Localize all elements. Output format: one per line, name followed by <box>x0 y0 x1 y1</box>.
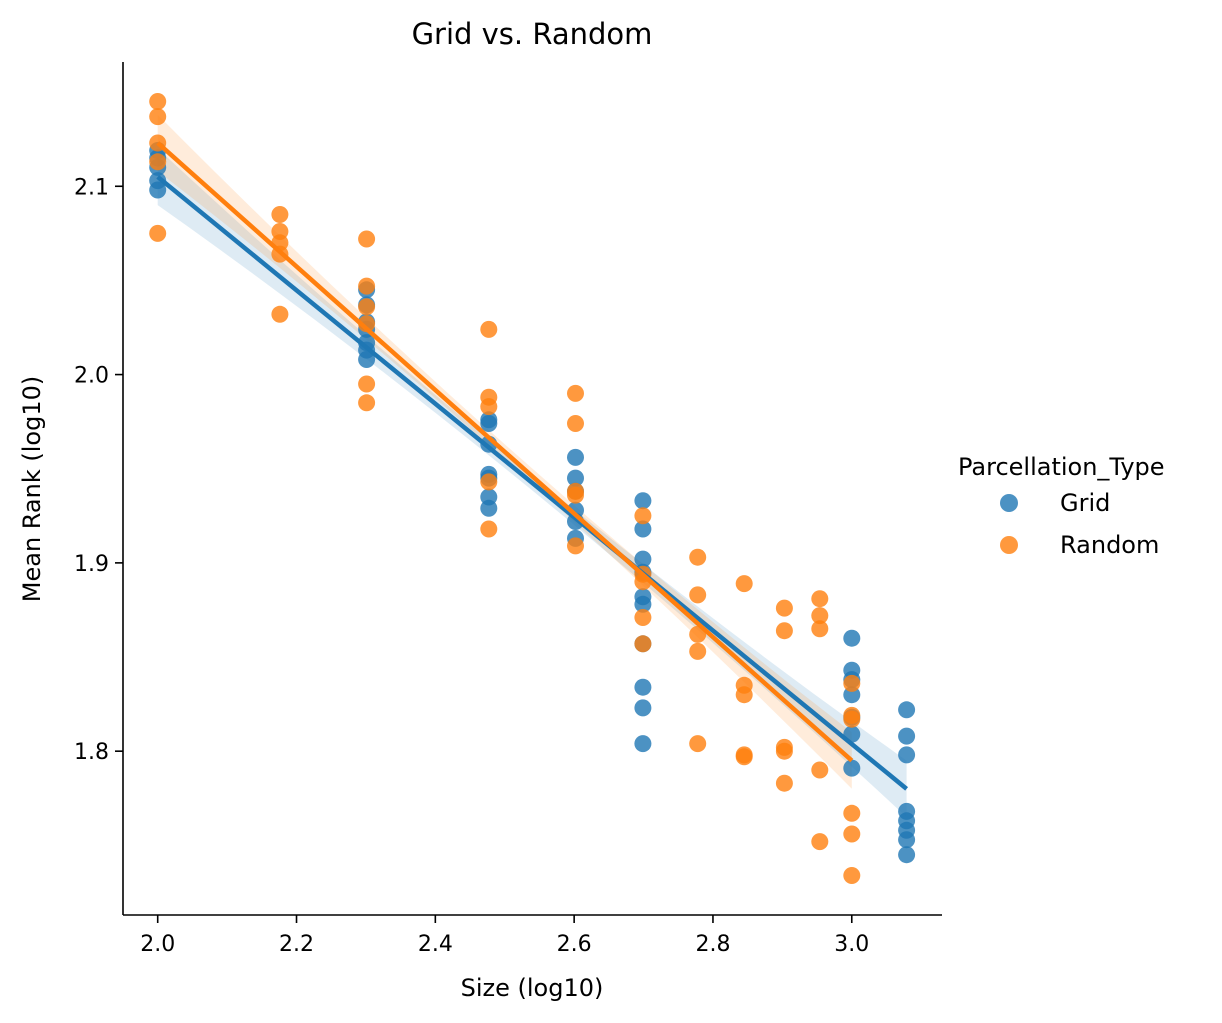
data-point-random <box>775 599 793 617</box>
data-point-random <box>358 375 376 393</box>
data-point-random <box>149 93 167 110</box>
data-point-random <box>480 520 498 538</box>
legend-marker-random <box>1000 536 1018 554</box>
data-point-grid <box>634 735 652 753</box>
data-point-grid <box>898 701 916 719</box>
data-point-random <box>735 748 753 766</box>
legend-marker-grid <box>1000 494 1018 512</box>
data-point-random <box>689 548 707 566</box>
data-point-grid <box>898 727 916 745</box>
data-point-random <box>843 867 861 884</box>
y-tick-label: 2.1 <box>74 175 109 200</box>
legend-label-grid: Grid <box>1060 489 1111 517</box>
data-point-random <box>480 398 498 416</box>
data-point-random <box>358 394 376 412</box>
data-point-random <box>811 607 829 625</box>
y-tick-label: 1.8 <box>74 740 109 765</box>
fit-line-random <box>156 141 854 763</box>
data-point-random <box>775 622 793 640</box>
fit-line-grid <box>156 175 909 791</box>
data-point-random <box>567 537 584 555</box>
data-point-random <box>149 153 167 171</box>
data-point-random <box>775 774 793 792</box>
data-point-random <box>689 735 707 753</box>
data-point-random <box>480 320 498 338</box>
data-point-grid <box>480 499 498 517</box>
data-point-random <box>634 635 652 653</box>
data-point-random <box>843 804 861 822</box>
data-point-grid <box>634 492 652 510</box>
data-point-random <box>567 384 584 402</box>
data-point-grid <box>567 448 584 466</box>
x-ticks: 2.0 2.2 2.4 2.6 2.8 3.0 <box>140 915 869 957</box>
data-point-grid <box>358 351 376 368</box>
data-point-random <box>358 277 376 295</box>
legend-label-random: Random <box>1060 531 1160 559</box>
data-point-random <box>811 590 829 608</box>
data-point-random <box>634 609 652 626</box>
legend-item-random: Random <box>958 524 1165 566</box>
data-point-random <box>775 742 793 760</box>
data-point-random <box>271 305 289 323</box>
data-point-random <box>843 674 861 692</box>
data-point-random <box>811 620 829 638</box>
data-point-random <box>811 833 829 851</box>
data-point-random <box>811 761 829 779</box>
scatter-points <box>149 93 916 884</box>
data-point-random <box>480 473 498 491</box>
data-point-random <box>358 230 376 248</box>
legend-title: Parcellation_Type <box>958 453 1165 481</box>
data-point-grid <box>634 520 652 538</box>
data-point-random <box>735 575 753 593</box>
data-point-random <box>567 415 584 432</box>
data-point-grid <box>898 746 916 764</box>
data-point-grid <box>634 595 652 613</box>
x-tick-label: 3.0 <box>834 932 869 957</box>
data-point-grid <box>898 831 916 849</box>
legend-item-grid: Grid <box>958 482 1165 524</box>
data-point-grid <box>567 469 584 487</box>
x-tick-label: 2.2 <box>279 932 314 957</box>
data-point-random <box>843 710 861 728</box>
y-tick-label: 2.0 <box>74 364 109 389</box>
data-point-random <box>634 507 652 525</box>
data-point-random <box>843 825 861 843</box>
data-point-random <box>689 586 707 604</box>
data-point-random <box>149 108 167 126</box>
x-axis-label: Size (log10) <box>461 974 604 1002</box>
data-point-random <box>358 298 376 316</box>
x-tick-label: 2.8 <box>695 932 730 957</box>
data-point-random <box>149 224 167 242</box>
data-point-grid <box>149 181 167 199</box>
data-point-grid <box>843 759 861 777</box>
data-point-grid <box>634 678 652 696</box>
data-point-random <box>735 686 753 704</box>
data-point-random <box>271 206 289 223</box>
y-axis-label: Mean Rank (log10) <box>18 376 46 602</box>
x-tick-label: 2.0 <box>140 932 175 957</box>
data-point-grid <box>634 550 652 568</box>
data-point-grid <box>480 415 498 432</box>
x-tick-label: 2.4 <box>418 932 453 957</box>
series-random <box>149 93 861 884</box>
y-tick-label: 1.9 <box>74 552 109 577</box>
data-point-random <box>689 642 707 660</box>
regression-lines <box>156 141 909 791</box>
y-ticks: 1.8 1.9 2.0 2.1 <box>74 175 123 765</box>
legend: Parcellation_Type Grid Random <box>958 452 1165 566</box>
data-point-random <box>567 486 584 504</box>
data-point-grid <box>634 699 652 717</box>
x-tick-label: 2.6 <box>557 932 592 957</box>
data-point-grid <box>898 846 916 864</box>
chart-title: Grid vs. Random <box>412 17 653 51</box>
data-point-grid <box>843 629 861 647</box>
